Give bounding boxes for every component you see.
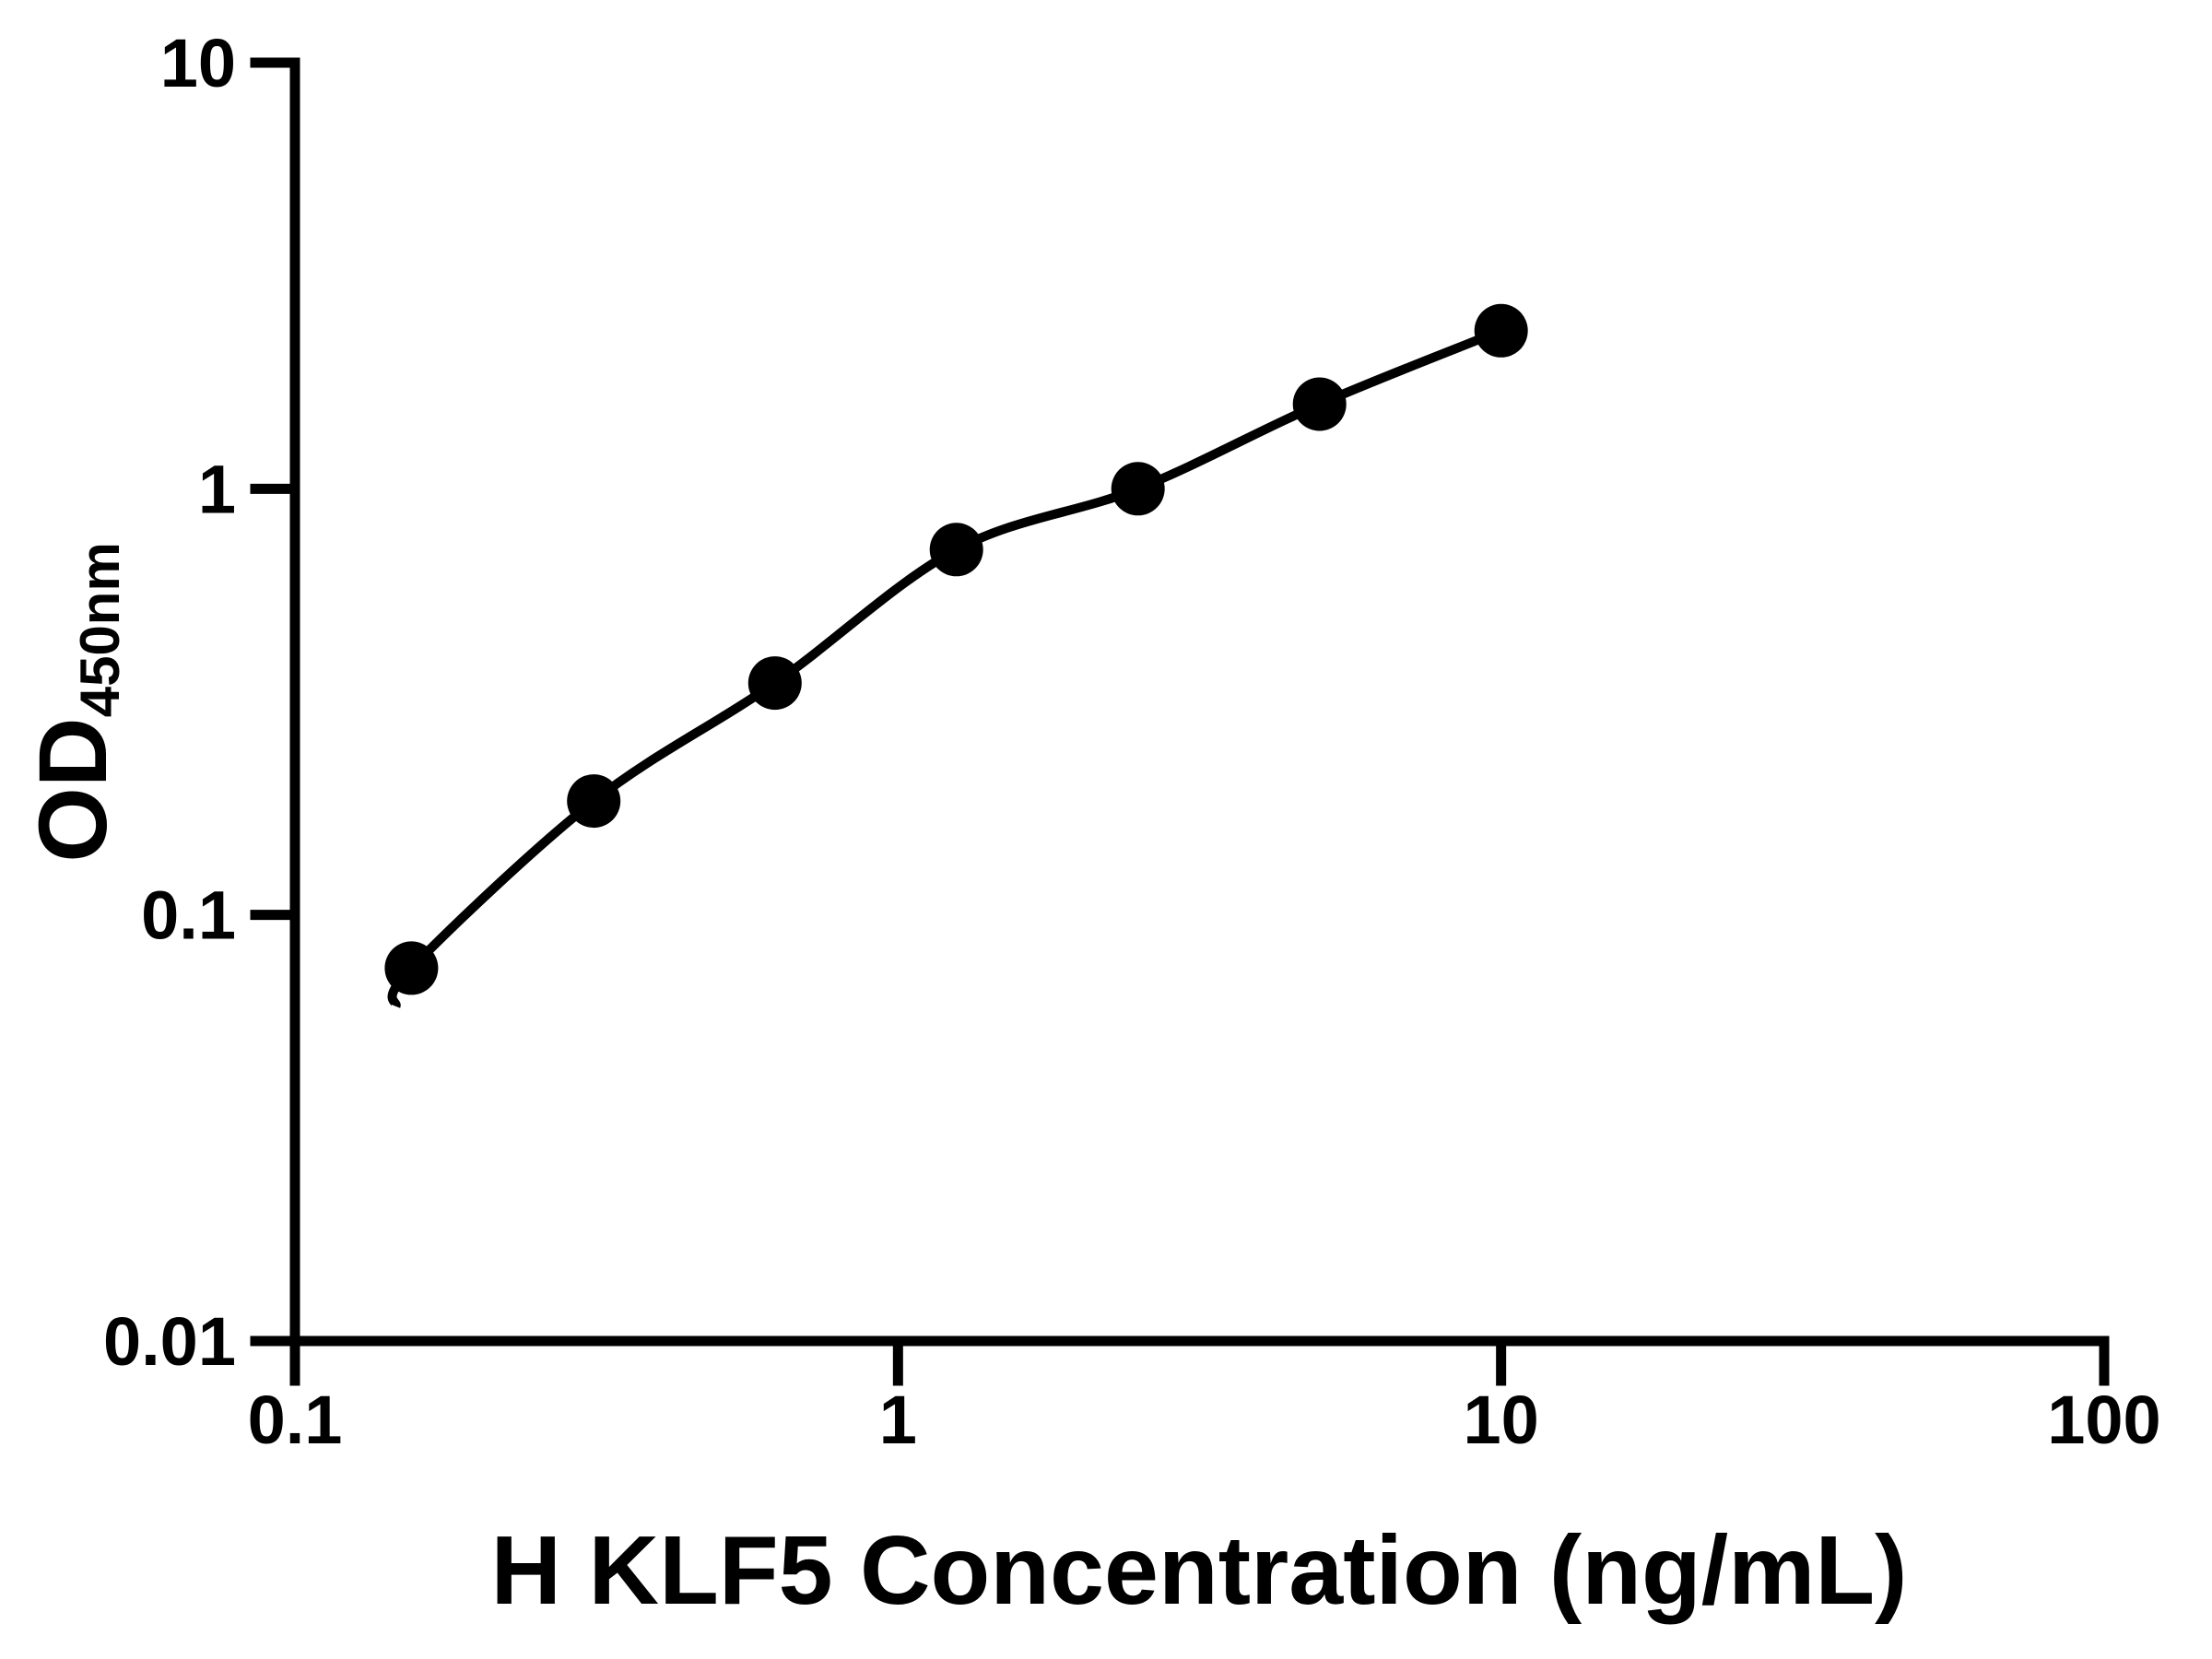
data-point <box>1292 377 1347 431</box>
data-points <box>384 303 1528 995</box>
data-point <box>567 774 621 829</box>
y-tick-label: 1 <box>198 451 236 527</box>
y-tick-label: 0.01 <box>103 1303 236 1380</box>
data-point <box>384 941 439 995</box>
data-point <box>929 523 983 577</box>
fit-curve <box>387 326 1503 1008</box>
y-tick-labels: 10 1 0.1 0.01 <box>103 25 236 1380</box>
x-tick-label: 0.1 <box>248 1382 343 1458</box>
fit-curve-line <box>387 326 1503 1008</box>
x-tick-label: 10 <box>1464 1382 1539 1458</box>
y-axis-title: OD450nm <box>19 542 131 863</box>
x-tick-labels: 0.1 1 10 100 <box>248 1382 2161 1458</box>
data-point <box>747 656 802 711</box>
data-point <box>1474 303 1528 358</box>
y-tick-label: 10 <box>160 25 236 101</box>
x-tick-label: 100 <box>2047 1382 2160 1458</box>
y-axis-title-main: OD <box>19 717 127 863</box>
y-tick-label: 0.1 <box>141 877 236 954</box>
x-tick-label: 1 <box>879 1382 917 1458</box>
data-point <box>1111 462 1165 516</box>
y-axis-title-subscript: 450nm <box>69 542 131 717</box>
x-axis-title: H KLF5 Concentration (ng/mL) <box>491 1516 1908 1625</box>
y-axis <box>250 57 300 1347</box>
x-axis <box>289 1335 2110 1386</box>
